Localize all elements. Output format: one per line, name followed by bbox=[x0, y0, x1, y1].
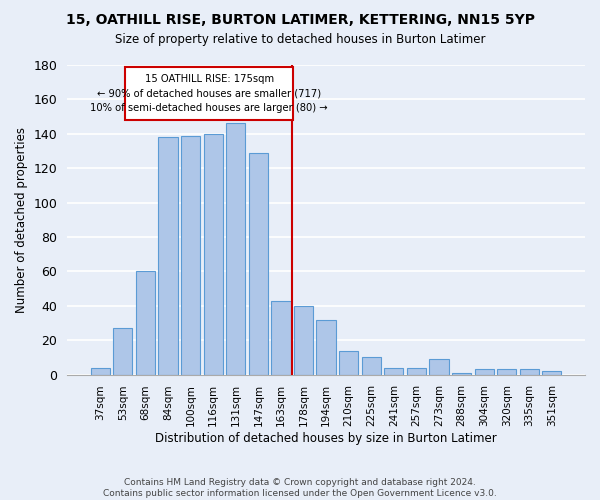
Bar bbox=[497, 370, 517, 374]
Bar bbox=[249, 152, 268, 374]
Text: Size of property relative to detached houses in Burton Latimer: Size of property relative to detached ho… bbox=[115, 32, 485, 46]
Bar bbox=[430, 359, 449, 374]
Bar bbox=[542, 371, 562, 374]
Text: Contains HM Land Registry data © Crown copyright and database right 2024.
Contai: Contains HM Land Registry data © Crown c… bbox=[103, 478, 497, 498]
Y-axis label: Number of detached properties: Number of detached properties bbox=[15, 127, 28, 313]
X-axis label: Distribution of detached houses by size in Burton Latimer: Distribution of detached houses by size … bbox=[155, 432, 497, 445]
Bar bbox=[158, 137, 178, 374]
Text: 15 OATHILL RISE: 175sqm
← 90% of detached houses are smaller (717)
10% of semi-d: 15 OATHILL RISE: 175sqm ← 90% of detache… bbox=[91, 74, 328, 113]
Bar bbox=[475, 370, 494, 374]
Bar bbox=[384, 368, 403, 374]
Bar bbox=[339, 350, 358, 374]
Bar bbox=[271, 300, 290, 374]
Bar bbox=[203, 134, 223, 374]
Bar bbox=[362, 358, 381, 374]
Bar bbox=[407, 368, 426, 374]
Bar bbox=[520, 370, 539, 374]
Bar bbox=[136, 272, 155, 374]
Bar bbox=[294, 306, 313, 374]
Bar bbox=[125, 66, 293, 120]
Text: 15, OATHILL RISE, BURTON LATIMER, KETTERING, NN15 5YP: 15, OATHILL RISE, BURTON LATIMER, KETTER… bbox=[65, 12, 535, 26]
Bar bbox=[316, 320, 335, 374]
Bar bbox=[226, 124, 245, 374]
Bar bbox=[91, 368, 110, 374]
Bar bbox=[113, 328, 133, 374]
Bar bbox=[181, 136, 200, 374]
Bar bbox=[452, 373, 471, 374]
